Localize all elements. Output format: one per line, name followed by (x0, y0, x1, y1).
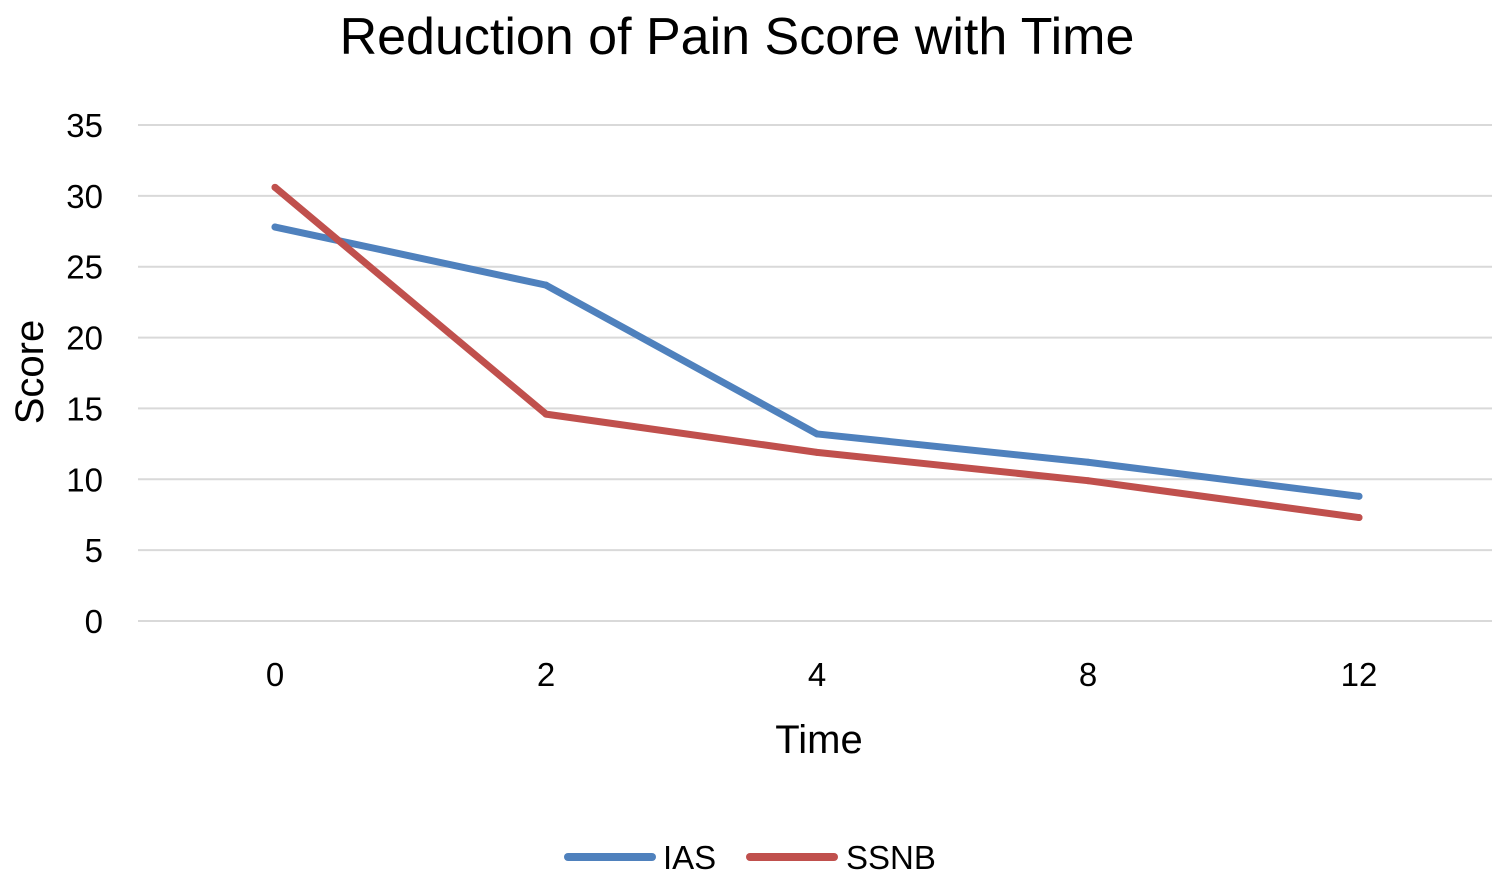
data-point-ssnb-4 (813, 448, 821, 456)
data-point-ias-12 (1355, 492, 1363, 500)
data-point-ias-2 (542, 281, 550, 289)
y-tick-label-15: 15 (66, 390, 103, 427)
data-point-ssnb-8 (1084, 477, 1092, 485)
x-tick-label-4: 4 (808, 656, 826, 693)
y-tick-label-25: 25 (66, 249, 103, 286)
chart-title: Reduction of Pain Score with Time (340, 8, 1135, 66)
gridlines (138, 124, 1492, 622)
x-tick-label-8: 8 (1079, 656, 1097, 693)
data-point-ssnb-0 (271, 183, 279, 191)
legend: IAS SSNB (564, 839, 936, 876)
data-point-ssnb-2 (542, 410, 550, 418)
x-tick-label-0: 0 (266, 656, 284, 693)
y-tick-label-30: 30 (66, 178, 103, 215)
y-tick-label-5: 5 (85, 532, 103, 569)
y-tick-label-10: 10 (66, 461, 103, 498)
x-axis-ticks: 0 2 4 8 12 (266, 656, 1378, 693)
data-point-ias-8 (1084, 458, 1092, 466)
legend-item-ssnb: SSNB (746, 839, 936, 876)
legend-label-ssnb: SSNB (846, 839, 936, 876)
data-point-ias-0 (271, 223, 279, 231)
data-point-ssnb-12 (1355, 514, 1363, 522)
x-axis-label: Time (775, 718, 862, 762)
y-tick-label-20: 20 (66, 320, 103, 357)
legend-item-ias: IAS (564, 839, 716, 876)
x-tick-label-12: 12 (1341, 656, 1378, 693)
series-line-ssnb (271, 183, 1363, 522)
series-lines (271, 183, 1363, 522)
legend-label-ias: IAS (663, 839, 716, 876)
x-tick-label-2: 2 (537, 656, 555, 693)
y-tick-label-35: 35 (66, 107, 103, 144)
y-axis-label: Score (8, 320, 52, 425)
data-point-ias-4 (813, 430, 821, 438)
y-axis-ticks: 0 5 10 15 20 25 30 35 (66, 107, 103, 640)
y-tick-label-0: 0 (85, 603, 103, 640)
